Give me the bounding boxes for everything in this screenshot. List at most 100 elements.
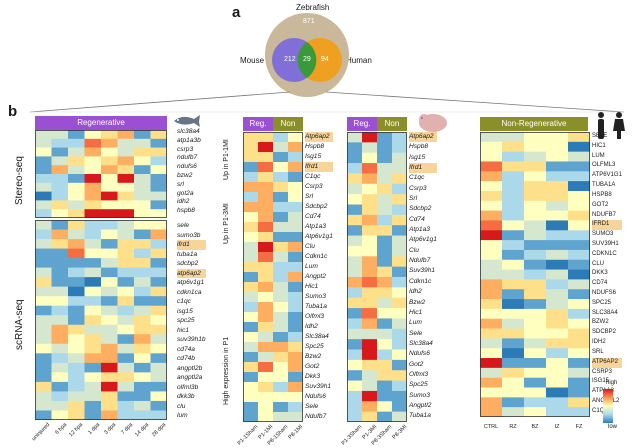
- heatmap-cell: [258, 262, 274, 273]
- gene-label: hspb8: [177, 207, 195, 215]
- heatmap-cell: [117, 267, 135, 278]
- heatmap-cell: [546, 279, 569, 290]
- gene-label: ndufs6: [177, 163, 197, 171]
- heatmap-cell: [568, 240, 590, 251]
- heatmap-cell: [392, 328, 407, 340]
- heatmap-cell: [117, 229, 135, 240]
- mouse-left-heatmap: [243, 132, 303, 422]
- heatmap-cell: [51, 209, 69, 218]
- heatmap-cell: [101, 248, 118, 259]
- heatmap-cell: [568, 230, 590, 241]
- heatmap-cell: [546, 377, 569, 388]
- heatmap-cell: [568, 141, 590, 152]
- heatmap-cell: [117, 138, 135, 148]
- heatmap-cell: [288, 292, 303, 303]
- gene-label: IDH2: [592, 339, 606, 346]
- gene-label: Hic1: [305, 283, 319, 290]
- heatmap-cell: [524, 318, 547, 329]
- heatmap-cell: [568, 348, 590, 359]
- heatmap-cell: [258, 372, 274, 383]
- heatmap-cell: [568, 397, 590, 408]
- zebrafish-stereo-gene-list: slc38a4 atp1a3b csrp3 ndufb7 ndufs6 bzw2 srl go…: [177, 128, 201, 216]
- heatmap-cell: [101, 315, 118, 326]
- heatmap-cell: [134, 324, 151, 335]
- heatmap-cell: [273, 152, 289, 163]
- heatmap-cell: [546, 259, 569, 270]
- gene-label: Ndufb7: [305, 413, 327, 420]
- heatmap-cell: [568, 151, 590, 162]
- heatmap-cell: [243, 392, 259, 403]
- heatmap-cell: [243, 182, 259, 193]
- heatmap-cell: [243, 172, 259, 183]
- heatmap-cell: [35, 410, 52, 420]
- zebrafish-header: Regenerative: [35, 116, 167, 130]
- gene-label: Csrp3: [305, 183, 323, 190]
- gene-label: got2a: [177, 189, 194, 197]
- heatmap-cell: [273, 392, 289, 403]
- heatmap-cell: [117, 324, 135, 335]
- gene-label: Atp1a3: [409, 226, 430, 234]
- heatmap-cell: [51, 191, 69, 201]
- heatmap-cell: [392, 266, 407, 278]
- heatmap-cell: [392, 235, 407, 247]
- heatmap-cell: [84, 200, 102, 210]
- gene-label: sumo3b: [177, 231, 201, 239]
- heatmap-cell: [134, 372, 151, 383]
- heatmap-cell: [258, 322, 274, 333]
- heatmap-cell: [258, 142, 274, 153]
- heatmap-cell: [84, 343, 102, 354]
- heatmap-cell: [243, 342, 259, 353]
- heatmap-cell: [51, 343, 69, 354]
- heatmap-cell: [134, 362, 151, 373]
- heatmap-cell: [243, 152, 259, 163]
- heatmap-cell: [134, 156, 151, 166]
- heatmap-cell: [117, 156, 135, 166]
- heatmap-cell: [84, 248, 102, 259]
- heatmap-cell: [68, 239, 85, 249]
- gene-label: ATP6AP2: [592, 357, 622, 368]
- heatmap-cell: [84, 286, 102, 297]
- heatmap-cell: [362, 328, 378, 340]
- gene-label: DKK3: [592, 270, 608, 277]
- heatmap-cell: [68, 258, 85, 268]
- heatmap-cell: [546, 318, 569, 329]
- heatmap-cell: [546, 387, 569, 398]
- heatmap-cell: [362, 235, 378, 247]
- gene-label: Spc25: [409, 381, 428, 389]
- heatmap-cell: [362, 266, 378, 278]
- heatmap-cell: [51, 410, 69, 420]
- heatmap-cell: [84, 277, 102, 287]
- gene-label: CDKN1C: [592, 250, 617, 257]
- heatmap-cell: [84, 296, 102, 307]
- heatmap-cell: [68, 343, 85, 354]
- heatmap-cell: [243, 362, 259, 373]
- heatmap-cell: [117, 400, 135, 411]
- heatmap-cell: [51, 315, 69, 326]
- heatmap-cell: [347, 194, 363, 205]
- gene-label: CLU: [592, 260, 605, 267]
- gene-label: Sdcbp2: [409, 205, 432, 213]
- heatmap-cell: [101, 130, 118, 140]
- gene-label: Angpt2: [305, 273, 326, 280]
- heatmap-cell: [568, 220, 590, 231]
- heatmap-cell: [117, 362, 135, 373]
- heatmap-cell: [150, 334, 167, 345]
- gene-label: bzw2: [177, 171, 193, 179]
- gene-label: hic1: [177, 326, 190, 334]
- heatmap-cell: [288, 412, 303, 422]
- human-heatmap: [480, 132, 590, 417]
- heatmap-cell: [273, 172, 289, 183]
- heatmap-cell: [84, 147, 102, 157]
- gene-label: Atp6ap2: [305, 132, 333, 142]
- heatmap-cell: [101, 165, 118, 175]
- heatmap-cell: [377, 308, 393, 319]
- heatmap-cell: [377, 256, 393, 267]
- heatmap-cell: [101, 334, 118, 345]
- heatmap-cell: [377, 183, 393, 195]
- heatmap-cell: [480, 328, 503, 339]
- heatmap-cell: [68, 200, 85, 210]
- heatmap-cell: [51, 381, 69, 392]
- mouse-group3-label: High expression in P1: [223, 336, 230, 405]
- heatmap-cell: [502, 299, 525, 310]
- heatmap-cell: [288, 132, 303, 143]
